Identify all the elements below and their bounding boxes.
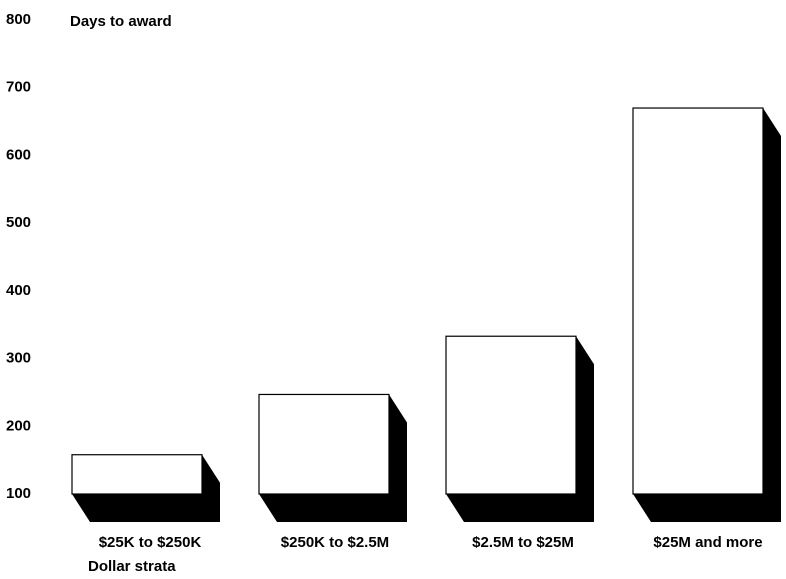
bar-group	[445, 335, 594, 522]
x-axis-label: Dollar strata	[88, 558, 176, 575]
y-axis-label: Days to award	[70, 13, 172, 30]
y-tick-label: 100	[6, 485, 31, 502]
y-tick-label: 400	[6, 282, 31, 299]
x-category-label: $250K to $2.5M	[281, 534, 389, 551]
x-category-label: $2.5M to $25M	[472, 534, 574, 551]
bar-group	[632, 107, 781, 523]
y-tick-label: 800	[6, 11, 31, 28]
y-tick-label: 700	[6, 79, 31, 96]
bar-group	[71, 454, 220, 522]
bar	[632, 107, 764, 495]
bar	[445, 335, 577, 495]
y-tick-label: 500	[6, 214, 31, 231]
bar	[71, 454, 203, 495]
x-category-label: $25M and more	[653, 534, 762, 551]
y-tick-label: 300	[6, 350, 31, 367]
bar-group	[258, 393, 407, 522]
y-tick-label: 600	[6, 146, 31, 163]
bar	[258, 393, 390, 495]
y-tick-label: 200	[6, 417, 31, 434]
x-category-label: $25K to $250K	[99, 534, 202, 551]
x-axis-categories: $25K to $250K $250K to $2.5M $2.5M to $25M…	[99, 534, 763, 551]
bars	[71, 107, 781, 523]
y-axis-ticks: 100 200 300 400 500 600 700 800	[6, 11, 31, 502]
